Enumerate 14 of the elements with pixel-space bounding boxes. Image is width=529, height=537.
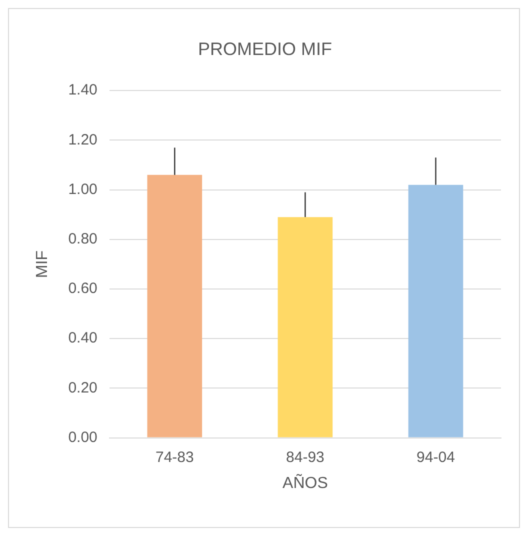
y-tick-label: 1.40 <box>68 82 98 99</box>
y-tick-label: 0.20 <box>68 379 98 396</box>
chart-title: PROMEDIO MIF <box>198 38 332 59</box>
y-tick-label: 0.80 <box>68 230 98 248</box>
x-tick-label: 74-83 <box>155 448 194 466</box>
y-axis-title: MIF <box>34 250 52 278</box>
x-tick-label: 94-04 <box>416 448 455 466</box>
y-tick-label: 0.60 <box>68 280 98 298</box>
y-tick-label: 0.40 <box>68 330 98 347</box>
x-axis-title: AÑOS <box>282 472 328 492</box>
x-tick-label: 84-93 <box>286 448 324 466</box>
y-tick-label: 1.00 <box>68 180 98 198</box>
y-tick-label: 0.00 <box>68 428 98 446</box>
y-tick-label: 1.20 <box>68 131 98 148</box>
